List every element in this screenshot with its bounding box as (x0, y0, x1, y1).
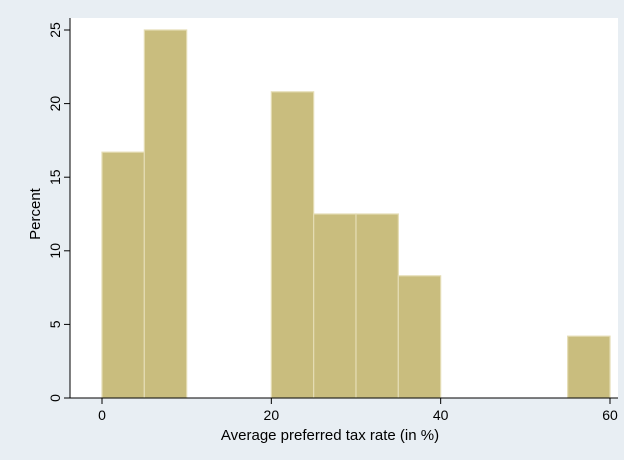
x-tick-label: 20 (264, 407, 280, 423)
y-tick-label: 10 (47, 243, 63, 259)
histogram-bar (397, 275, 442, 399)
histogram-bar (313, 213, 357, 399)
y-tick-label: 5 (47, 320, 63, 328)
bars (101, 29, 611, 399)
y-axis-label: Percent (27, 187, 44, 240)
histogram-bar (143, 29, 188, 399)
x-tick-label: 60 (602, 407, 618, 423)
y-tick-label: 20 (47, 96, 63, 112)
histogram-bar (270, 91, 315, 399)
y-axis-ticks: 0 5 10 15 20 25 (47, 22, 70, 402)
histogram-bar (101, 151, 145, 399)
y-tick-label: 25 (47, 22, 63, 38)
x-axis-ticks: 0 20 40 60 (98, 398, 618, 423)
y-tick-label: 15 (47, 169, 63, 185)
x-tick-label: 0 (98, 407, 106, 423)
x-tick-label: 40 (433, 407, 449, 423)
x-axis-label: Average preferred tax rate (in %) (221, 427, 439, 444)
histogram-bar (355, 213, 399, 399)
histogram-bar (567, 335, 611, 399)
y-tick-label: 0 (47, 394, 63, 402)
